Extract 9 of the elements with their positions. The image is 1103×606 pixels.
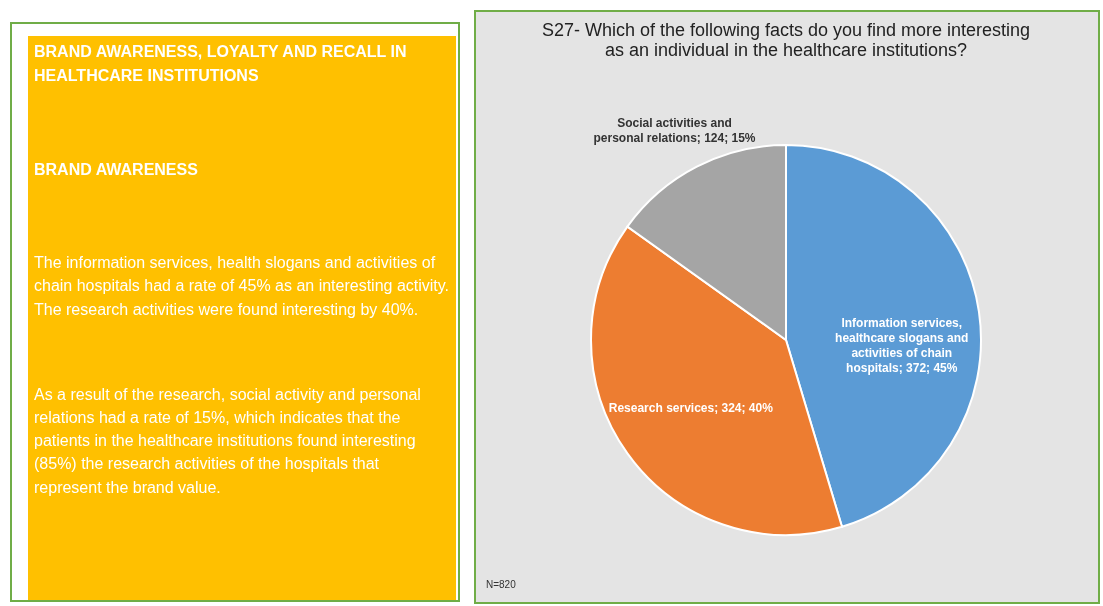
text: BRAND AWARENESS — [34, 160, 199, 180]
slice-label: Research services; 324; 40% — [608, 401, 774, 416]
slice-label: Information services, healthcare slogans and activities of chain hospitals; 372; 45% — [835, 316, 969, 376]
text: As a result of the research, social activity and personal relations had a rate of 15%, which indicates that the patients in the healthcare institutions found interesting (85%) the research activities of the hospitals that represent the brand value. — [34, 384, 422, 498]
chart-title: S27- Which of the following facts do you find more interesting as an individual in the healthcare institutions? — [541, 20, 1031, 60]
text: N=820 — [486, 579, 517, 590]
slice-label: Social activities and personal relations; 124; 15% — [593, 116, 756, 146]
text: The information services, health slogans and activities of chain hospitals had a rate of 45% as an interesting activity. The research activities were found interesting by 40%. — [34, 253, 450, 320]
text: BRAND AWARENESS, LOYALTY AND RECALL IN HEALTHCARE INSTITUTIONS — [34, 42, 408, 86]
